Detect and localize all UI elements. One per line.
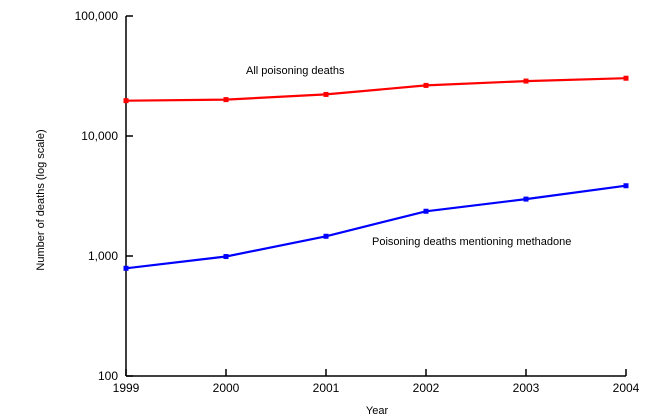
axes: 100 1,000 10,000 100,000 1999 2000 2001 2002 200… xyxy=(75,9,640,395)
data-point-series-1 xyxy=(123,265,129,271)
series-layer xyxy=(123,75,629,271)
y-tick-label: 10,000 xyxy=(81,129,118,143)
series-label-methadone: Poisoning deaths mentioning methadone xyxy=(372,236,571,248)
data-point-series-0 xyxy=(523,78,529,84)
y-tick-label: 1,000 xyxy=(88,249,118,263)
data-point-series-0 xyxy=(423,82,429,88)
series-line-1 xyxy=(125,184,627,270)
data-point-series-0 xyxy=(623,75,629,81)
y-tick-label: 100 xyxy=(98,369,118,383)
y-tick-label: 100,000 xyxy=(75,9,119,23)
data-point-series-1 xyxy=(623,183,629,189)
x-tick-label: 2001 xyxy=(313,381,340,395)
x-tick-label: 1999 xyxy=(113,381,140,395)
data-point-series-0 xyxy=(223,97,229,103)
x-tick-label: 2003 xyxy=(513,381,540,395)
labels-layer: Number of deaths (log scale) Year All po… xyxy=(35,65,571,417)
series-line-0 xyxy=(125,77,627,102)
data-point-series-1 xyxy=(323,233,329,239)
data-point-series-0 xyxy=(123,98,129,104)
y-axis-title: Number of deaths (log scale) xyxy=(35,129,47,270)
x-tick-label: 2004 xyxy=(613,381,640,395)
x-tick-label: 2002 xyxy=(413,381,440,395)
data-point-series-1 xyxy=(523,196,529,202)
series-label-all-poisoning: All poisoning deaths xyxy=(246,65,345,77)
data-point-series-1 xyxy=(423,208,429,214)
x-tick-label: 2000 xyxy=(213,381,240,395)
x-axis-title: Year xyxy=(366,405,389,417)
data-point-series-0 xyxy=(323,91,329,97)
data-point-series-1 xyxy=(223,254,229,260)
